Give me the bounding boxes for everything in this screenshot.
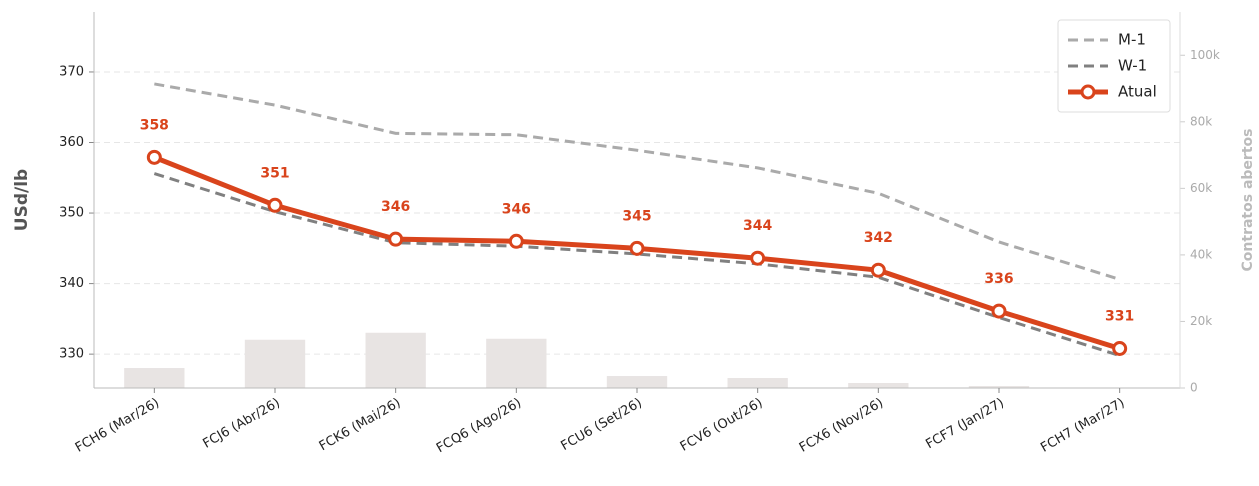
legend-label: Atual	[1118, 83, 1157, 101]
marker	[1112, 340, 1128, 356]
x-tick-label: FCV6 (Out/26)	[678, 396, 766, 455]
y2-tick-label: 100k	[1190, 48, 1220, 62]
line	[154, 82, 1121, 281]
marker	[508, 233, 524, 249]
y-tick-label: 360	[59, 135, 84, 150]
bar	[124, 368, 185, 388]
marker	[870, 262, 886, 278]
y-tick-label: 340	[59, 276, 84, 291]
bar	[365, 332, 426, 388]
y2-tick-label: 80k	[1190, 114, 1212, 128]
y2-tick-label: 60k	[1190, 181, 1212, 195]
y2-tick-label: 40k	[1190, 247, 1212, 261]
x-tick-label: FCU6 (Set/26)	[559, 396, 645, 454]
data-label: 342	[864, 230, 893, 246]
data-label: 336	[984, 271, 1013, 287]
y-tick-label: 330	[59, 347, 84, 362]
legend-marker	[1080, 84, 1096, 100]
data-label: 331	[1105, 308, 1134, 324]
y-tick-label: 350	[59, 206, 84, 221]
data-label: 345	[622, 208, 651, 224]
data-label: 344	[743, 218, 772, 234]
bar	[848, 383, 909, 388]
bar	[244, 339, 306, 388]
x-tick-label: FCH6 (Mar/26)	[73, 396, 162, 456]
bar	[486, 338, 547, 388]
data-label: 346	[381, 199, 410, 215]
marker	[388, 231, 404, 247]
x-tick-label: FCH7 (Mar/27)	[1038, 396, 1127, 456]
bar	[968, 386, 1030, 388]
y2-axis-label: Contratos abertos	[1240, 129, 1256, 272]
bar	[727, 378, 788, 388]
x-tick-label: FCQ6 (Ago/26)	[434, 396, 524, 457]
x-tick-label: FCK6 (Mai/26)	[317, 396, 404, 455]
x-tick-label: FCJ6 (Abr/26)	[200, 396, 282, 452]
x-tick-label: FCX6 (Nov/26)	[797, 396, 886, 456]
marker	[991, 303, 1007, 319]
y2-tick-label: 0	[1190, 381, 1198, 395]
y-axis-label: USd/lb	[12, 169, 32, 231]
x-tick-label: FCF7 (Jan/27)	[923, 396, 1006, 453]
line	[153, 172, 1121, 357]
data-label: 346	[502, 201, 531, 217]
marker	[629, 240, 645, 256]
marker	[750, 250, 766, 266]
data-label: 351	[260, 165, 289, 181]
y2-tick-label: 20k	[1190, 314, 1212, 328]
legend-label: W-1	[1118, 57, 1147, 75]
bar	[606, 376, 668, 388]
marker	[267, 197, 283, 213]
data-label: 358	[140, 117, 169, 133]
marker	[146, 149, 162, 165]
legend-label: M-1	[1118, 31, 1146, 49]
y-tick-label: 370	[59, 64, 84, 79]
